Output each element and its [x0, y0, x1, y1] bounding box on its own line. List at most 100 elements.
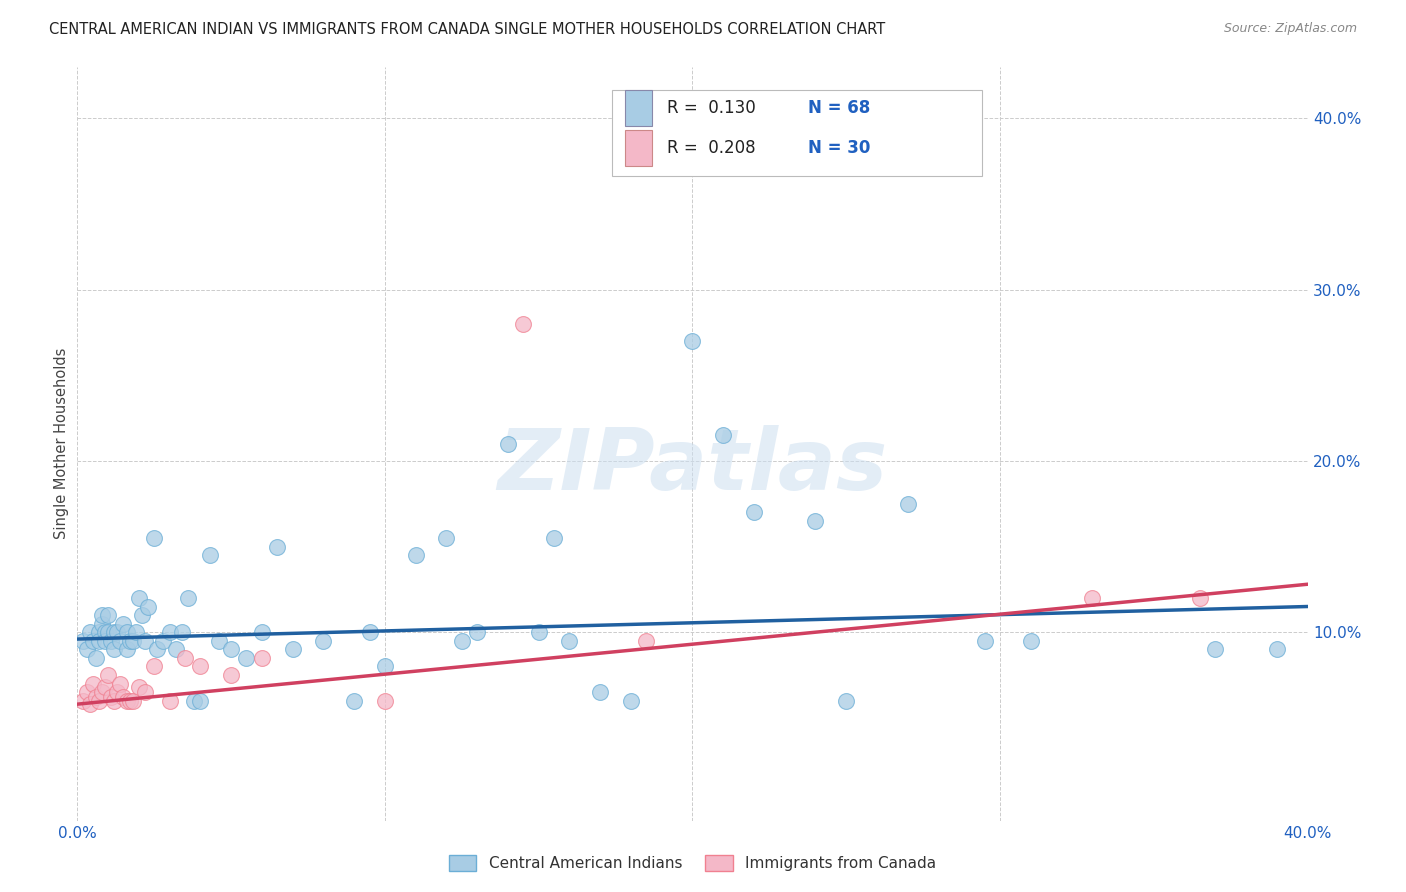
Point — [159, 694, 181, 708]
Point — [312, 633, 335, 648]
Point — [188, 694, 212, 708]
Text: ZIPatlas: ZIPatlas — [498, 425, 887, 508]
Point — [79, 625, 101, 640]
Point — [198, 548, 221, 562]
Point — [90, 685, 114, 699]
Point — [973, 633, 995, 648]
Point — [118, 694, 141, 708]
Point — [804, 514, 827, 528]
Point — [134, 685, 156, 699]
Point — [266, 540, 288, 554]
Point — [835, 694, 858, 708]
Point — [76, 685, 98, 699]
Text: N = 68: N = 68 — [808, 99, 870, 117]
Point — [558, 633, 581, 648]
Point — [143, 531, 166, 545]
Point — [343, 694, 366, 708]
Point — [1204, 642, 1226, 657]
Point — [496, 437, 519, 451]
Point — [235, 651, 257, 665]
Point — [465, 625, 488, 640]
Point — [118, 633, 141, 648]
Point — [374, 659, 396, 673]
Legend: Central American Indians, Immigrants from Canada: Central American Indians, Immigrants fro… — [443, 849, 942, 877]
Point — [84, 690, 107, 705]
Point — [589, 685, 612, 699]
Point — [87, 633, 110, 648]
Point — [170, 625, 193, 640]
Point — [110, 676, 132, 690]
Text: R =  0.130: R = 0.130 — [666, 99, 755, 117]
Point — [512, 317, 534, 331]
Point — [636, 633, 658, 648]
Point — [103, 642, 125, 657]
Point — [219, 642, 242, 657]
Point — [82, 676, 104, 690]
Point — [359, 625, 381, 640]
Point — [897, 497, 920, 511]
Point — [82, 633, 104, 648]
Point — [84, 651, 107, 665]
Point — [105, 625, 128, 640]
Point — [105, 685, 128, 699]
Point — [128, 591, 150, 605]
Point — [177, 591, 200, 605]
Point — [103, 625, 125, 640]
Point — [115, 642, 138, 657]
Point — [90, 616, 114, 631]
Point — [121, 694, 143, 708]
Point — [90, 608, 114, 623]
Text: CENTRAL AMERICAN INDIAN VS IMMIGRANTS FROM CANADA SINGLE MOTHER HOUSEHOLDS CORRE: CENTRAL AMERICAN INDIAN VS IMMIGRANTS FR… — [49, 22, 886, 37]
Point — [281, 642, 304, 657]
Point — [450, 633, 472, 648]
Point — [115, 625, 138, 640]
Point — [152, 633, 174, 648]
Point — [1081, 591, 1104, 605]
Point — [103, 694, 125, 708]
Point — [115, 694, 138, 708]
Point — [711, 428, 734, 442]
Point — [87, 625, 110, 640]
Point — [112, 690, 135, 705]
FancyBboxPatch shape — [613, 89, 981, 177]
Text: R =  0.208: R = 0.208 — [666, 138, 755, 157]
Point — [1019, 633, 1042, 648]
Point — [94, 680, 117, 694]
Point — [121, 633, 143, 648]
Point — [112, 616, 135, 631]
Point — [219, 668, 242, 682]
Y-axis label: Single Mother Households: Single Mother Households — [53, 348, 69, 540]
Point — [527, 625, 550, 640]
Text: Source: ZipAtlas.com: Source: ZipAtlas.com — [1223, 22, 1357, 36]
Point — [146, 642, 169, 657]
Point — [72, 633, 94, 648]
Point — [136, 599, 159, 614]
Point — [620, 694, 643, 708]
Point — [97, 625, 120, 640]
Text: N = 30: N = 30 — [808, 138, 870, 157]
Point — [76, 642, 98, 657]
Point — [79, 697, 101, 711]
Point — [405, 548, 427, 562]
Point — [143, 659, 166, 673]
Point — [742, 505, 765, 519]
Point — [183, 694, 205, 708]
Point — [436, 531, 458, 545]
Point — [110, 633, 132, 648]
Point — [250, 651, 273, 665]
Point — [543, 531, 565, 545]
Point — [165, 642, 187, 657]
Bar — [624, 90, 652, 126]
Point — [134, 633, 156, 648]
Point — [87, 694, 110, 708]
Point — [1265, 642, 1288, 657]
Point — [682, 334, 704, 348]
Point — [1188, 591, 1211, 605]
Point — [97, 608, 120, 623]
Point — [72, 694, 94, 708]
Point — [94, 625, 117, 640]
Point — [94, 633, 117, 648]
Bar — [624, 129, 652, 166]
Point — [250, 625, 273, 640]
Point — [131, 608, 153, 623]
